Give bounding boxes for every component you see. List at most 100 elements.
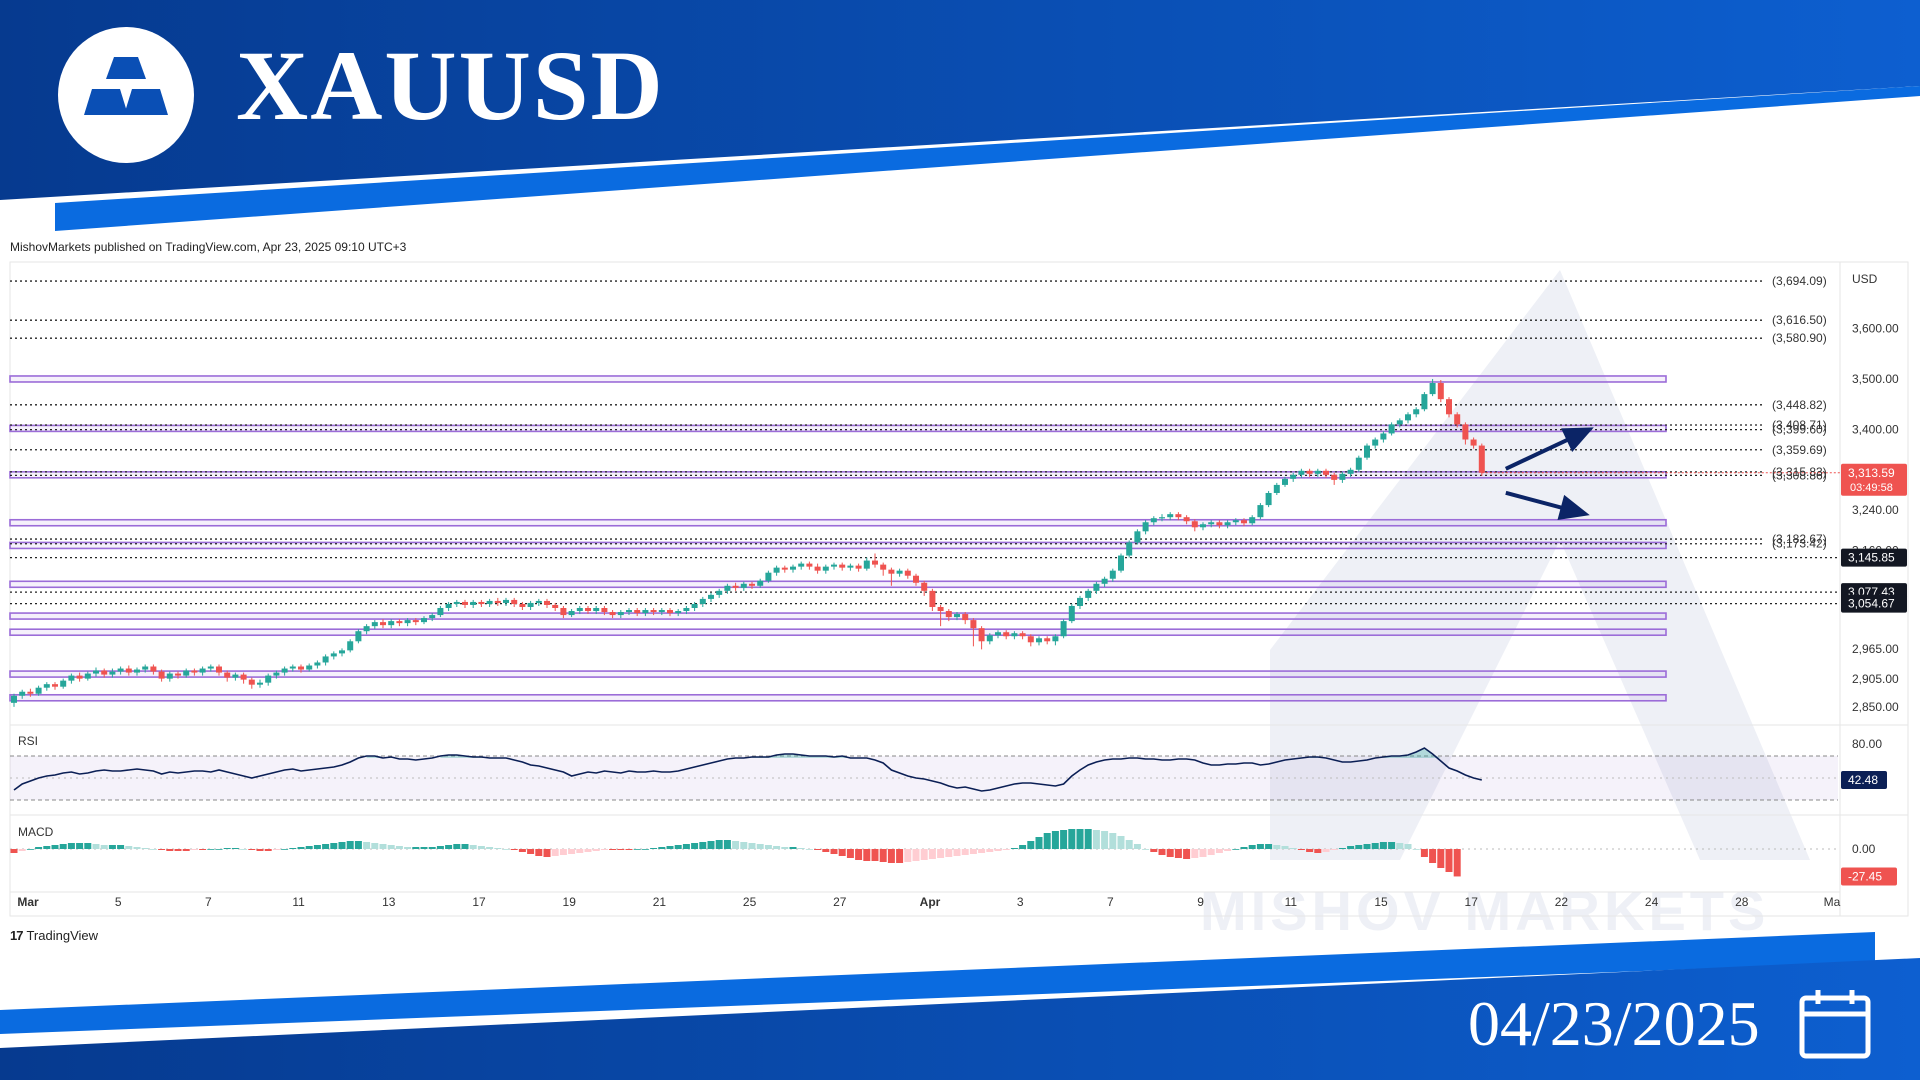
macd-bar [322,844,330,849]
x-tick-3: 11 [292,895,305,909]
candle [101,668,108,678]
candle [1068,603,1075,624]
macd-bar [1437,849,1445,868]
macd-bar [1043,833,1051,849]
candle [699,596,706,607]
flag-label-0: 3,145.85 [1848,551,1895,565]
level-label-4: (3,408.71) [1772,418,1827,432]
macd-bar [1338,848,1346,849]
macd-bar [1133,844,1141,849]
macd-bar [978,849,986,853]
y-tick-3: 3,240.00 [1852,503,1899,517]
macd-bar [1273,845,1281,849]
candle [429,613,436,622]
macd-bar [1248,845,1256,849]
zone-1 [9,424,1667,433]
macd-bar [617,849,625,850]
macd-bar [584,849,592,852]
candle [273,670,280,679]
candle [1249,515,1256,526]
footer-band [0,958,1920,1080]
x-tick-10: Apr [920,895,941,909]
candle [1331,472,1338,485]
macd-bar [149,849,157,850]
macd-bar [510,849,518,850]
candle [494,597,501,606]
candle [535,598,542,606]
candle [954,612,960,621]
candle [232,672,239,681]
macd-bar [76,843,84,849]
macd-bar [855,849,863,860]
tradingview-name: TradingView [26,928,99,943]
candle [240,672,247,684]
tradingview-logo-icon: 17 [10,928,24,943]
macd-bar [814,849,822,850]
candle [109,668,116,678]
candle [265,673,272,686]
macd-bar [477,846,485,849]
x-tick-1: 5 [115,895,122,909]
candle [199,666,206,676]
x-tick-4: 13 [382,895,396,909]
candle [35,685,42,696]
forecast-up-arrow [1504,427,1594,471]
candle [683,605,690,615]
candle [1011,631,1018,640]
candle [1388,422,1395,436]
macd-bar [1347,846,1355,849]
candle [355,629,362,644]
candle [1200,522,1206,531]
macd-bar [141,848,149,849]
macd-bar [108,845,116,849]
macd-bar [879,849,887,862]
macd-bar [592,849,600,851]
macd-pane: MACD 0.00 -27.45 [10,825,1897,886]
zone-3 [9,518,1667,527]
zone-8 [9,670,1667,678]
macd-bar [600,849,608,850]
macd-bar [1010,848,1018,849]
candle [716,588,723,598]
level-label-0: (3,694.09) [1772,274,1827,288]
candle [1323,468,1329,478]
macd-bar [937,849,945,858]
y-tick-6: 2,905.00 [1852,672,1899,686]
tradingview-brand[interactable]: 17 TradingView [10,928,98,943]
candle [847,563,854,571]
macd-bar [969,849,977,854]
candle [117,666,124,675]
x-tick-14: 11 [1285,895,1298,909]
macd-bar [1322,849,1330,852]
rsi-pane: RSI 80.00 42.48 [10,734,1887,801]
candle [872,553,878,568]
candle [1159,514,1165,522]
candle [1167,512,1174,521]
candle [1454,412,1461,428]
rsi-tick: 80.00 [1852,737,1882,751]
macd-bar [1445,849,1453,872]
macd-bar [1388,842,1396,849]
macd-bar [240,849,248,850]
candle [150,664,157,675]
x-tick-13: 9 [1197,895,1204,909]
candle [68,673,75,684]
macd-bar [887,849,895,863]
macd-bar [764,845,772,849]
candle [281,666,288,676]
macd-bar [576,849,584,853]
x-tick-12: 7 [1107,895,1114,909]
y-tick-1: 3,500.00 [1852,372,1899,386]
candle [708,592,714,602]
macd-bar [264,849,272,851]
macd-bar [748,843,756,849]
candle [1216,520,1223,529]
macd-bar [1150,849,1158,852]
macd-bar [420,847,428,849]
macd-bar [174,849,182,851]
candle [781,565,788,573]
candles-layer [11,378,1485,707]
